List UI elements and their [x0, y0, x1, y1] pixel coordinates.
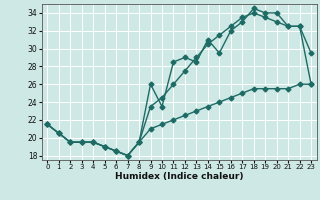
X-axis label: Humidex (Indice chaleur): Humidex (Indice chaleur) — [115, 172, 244, 181]
